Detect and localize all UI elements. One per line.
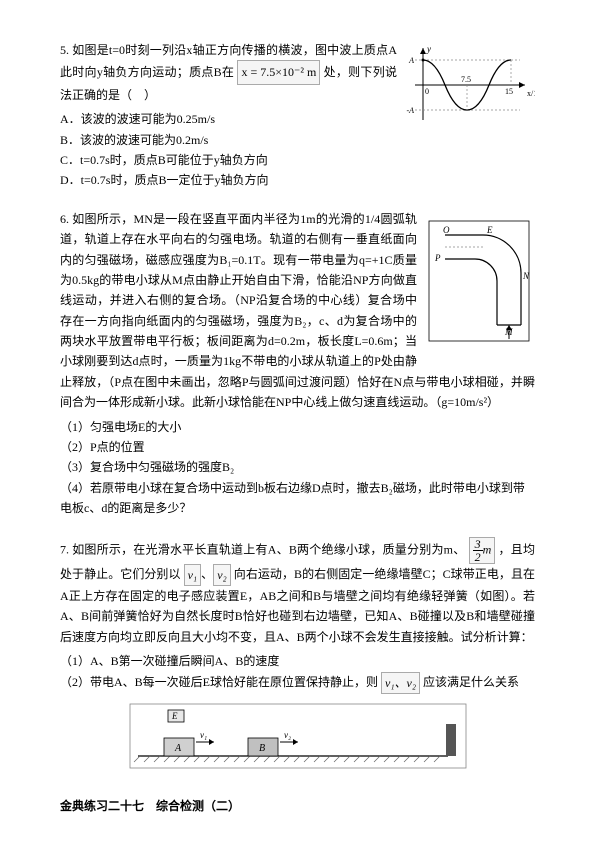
q6-4: （4）若原带电小球在复合场中运动到b板右边缘D点时，撤去B₂磁场，此时带电小球到… (60, 478, 535, 519)
problem-number: 7. (60, 542, 69, 556)
q6-1: （1）匀强电场E的大小 (60, 417, 535, 437)
block-B-label: B (259, 743, 265, 754)
problem-6: O E P N M 6. 如图所示，MN是一段在竖直平面内半径为1m的光滑的1/… (60, 209, 535, 519)
tick-A: A (408, 56, 414, 65)
v1-v2-symbols: v₁、v₂ (381, 672, 420, 694)
option-C: C．t=0.7s时，质点B可能位于y轴负方向 (60, 150, 535, 170)
section-title: 金典练习二十七 综合检测（二） (60, 796, 535, 816)
problem-number: 6. (60, 212, 69, 226)
tick-15: 15 (505, 87, 513, 96)
arc-figure: O E P N M (425, 217, 535, 353)
subquestions-6: （1）匀强电场E的大小 （2）P点的位置 （3）复合场中匀强磁场的强度B₂ （4… (60, 417, 535, 519)
problem-7: 7. 如图所示，在光滑水平长直轨道上有A、B两个绝缘小球，质量分别为m、 32m… (60, 537, 535, 779)
q7-1: （1）A、B第一次碰撞后瞬间A、B的速度 (60, 651, 535, 671)
q6-2: （2）P点的位置 (60, 437, 535, 457)
frac-3-2-m: 32m (469, 537, 496, 564)
q6-3: （3）复合场中匀强磁场的强度B₂ (60, 457, 535, 477)
v1-symbol: v₁ (184, 564, 202, 586)
v1-label: v₁ (200, 730, 207, 740)
x-axis-label: x/10⁻² m (527, 89, 535, 98)
block-A-label: A (174, 743, 182, 754)
problem-5: x/10⁻² m y A -A 0 7.5 15 5. 如图是t=0时刻一列沿x… (60, 40, 535, 191)
tick-0: 0 (425, 87, 429, 96)
subquestions-7: （1）A、B第一次碰撞后瞬间A、B的速度 （2）带电A、B每一次碰后E球恰好能在… (60, 651, 535, 694)
problem-number: 5. (60, 43, 69, 57)
block-E-label: E (171, 711, 178, 721)
x-equation: x = 7.5×10⁻² m (237, 60, 320, 84)
tick-negA: -A (406, 106, 414, 115)
y-axis-label: y (426, 44, 431, 54)
tick-75: 7.5 (461, 75, 471, 84)
problem-7-text: 7. 如图所示，在光滑水平长直轨道上有A、B两个绝缘小球，质量分别为m、 32m… (60, 537, 535, 648)
label-O: O (443, 225, 450, 235)
label-N: N (522, 271, 530, 281)
v2-symbol: v₂ (213, 564, 231, 586)
q7-2: （2）带电A、B每一次碰后E球恰好能在原位置保持静止，则 v₁、v₂ 应该满足什… (60, 672, 535, 694)
v2-label: v₂ (284, 730, 291, 740)
option-D: D．t=0.7s时，质点B一定位于y轴负方向 (60, 170, 535, 190)
wave-figure: x/10⁻² m y A -A 0 7.5 15 (405, 40, 535, 136)
track-figure: E A v₁ B v₂ (60, 702, 535, 778)
label-P: P (434, 253, 441, 263)
label-E: E (486, 225, 493, 235)
